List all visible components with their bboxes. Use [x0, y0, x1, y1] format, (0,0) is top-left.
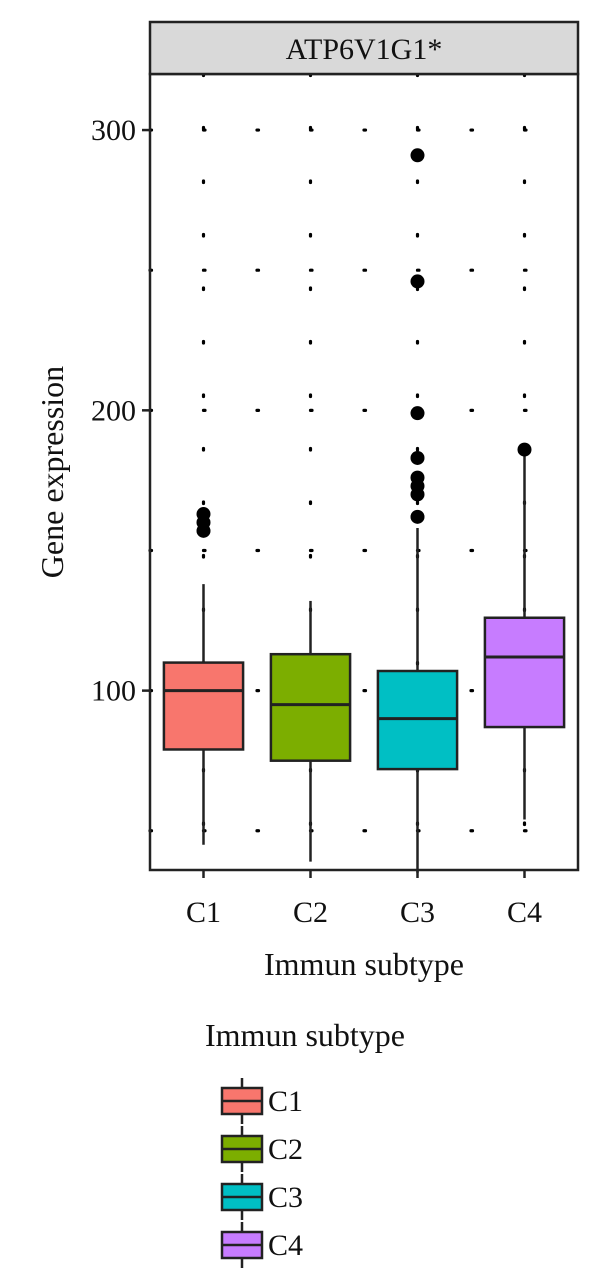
x-tick-label: C2 [293, 896, 328, 929]
grid [148, 72, 580, 872]
outlier-point [410, 509, 425, 524]
outlier-point [410, 450, 425, 465]
y-axis-title: Gene expression [34, 366, 70, 578]
outlier-point [410, 470, 425, 485]
x-axis-title: Immun subtype [264, 946, 464, 982]
x-tick-label: C1 [186, 896, 221, 929]
legend-label: C1 [268, 1085, 303, 1118]
box-iqr [269, 652, 352, 762]
x-axis: C1 C2 C3 C4 [186, 870, 542, 929]
y-tick-label: 100 [91, 675, 136, 708]
x-tick-label: C3 [400, 896, 435, 929]
x-tick-label: C4 [507, 896, 542, 929]
box-c1 [162, 507, 245, 845]
facet-strip [148, 20, 580, 76]
outlier-point [410, 406, 425, 421]
legend-item-c1: C1 [220, 1078, 303, 1124]
legend-label: C4 [268, 1229, 303, 1262]
box-c4 [483, 442, 566, 820]
legend-item-c4: C4 [220, 1222, 303, 1268]
legend-item-c2: C2 [220, 1126, 303, 1172]
boxplot-series [162, 148, 566, 873]
legend-title: Immun subtype [205, 1017, 405, 1053]
y-tick-label: 300 [91, 114, 136, 147]
y-axis: 100 200 300 [91, 114, 150, 708]
box-iqr [483, 616, 566, 729]
legend-label: C3 [268, 1181, 303, 1214]
outlier-point [410, 274, 425, 289]
box-iqr [162, 661, 245, 751]
legend: Immun subtype C1 C2 C3 C4 [205, 1017, 405, 1268]
outlier-point [196, 507, 211, 522]
outlier-point [517, 442, 532, 457]
legend-label: C2 [268, 1133, 303, 1166]
outlier-point [410, 148, 425, 163]
facet-title: ATP6V1G1* [286, 33, 443, 66]
legend-item-c3: C3 [220, 1174, 303, 1220]
box-c2 [269, 600, 352, 862]
y-tick-label: 200 [91, 394, 136, 427]
box-c3 [376, 148, 459, 873]
